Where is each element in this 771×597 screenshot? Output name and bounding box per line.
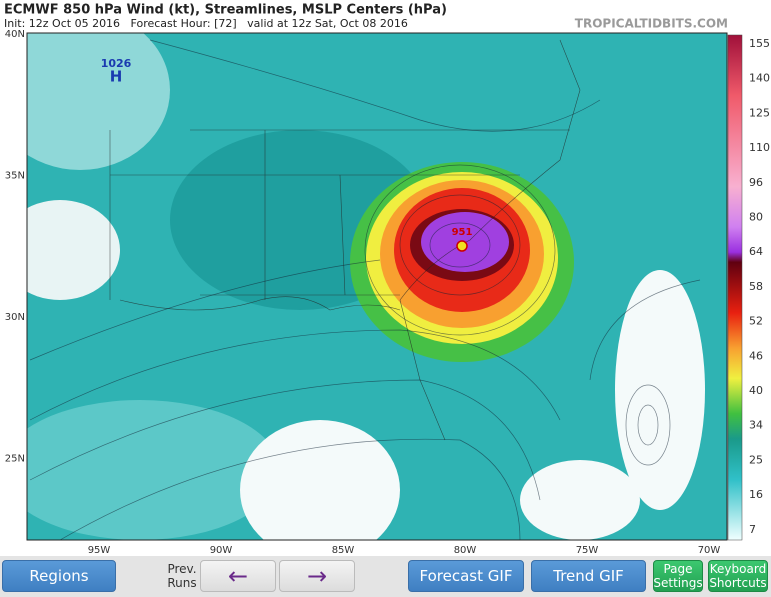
lat-label: 25N (5, 454, 25, 465)
colorbar-label: 155 (749, 37, 770, 50)
colorbar-label: 25 (749, 453, 763, 466)
colorbar-label: 64 (749, 245, 763, 258)
lon-label: 80W (454, 545, 477, 556)
forecast-gif-button[interactable]: Forecast GIF (408, 560, 524, 592)
page-settings-button[interactable]: Page Settings (653, 560, 703, 592)
colorbar-label: 40 (749, 384, 763, 397)
lon-label: 90W (210, 545, 233, 556)
watermark: TROPICALTIDBITS.COM (575, 17, 728, 31)
subtitle: Init: 12z Oct 05 2016 Forecast Hour: [72… (4, 17, 408, 30)
colorbar-label: 46 (749, 349, 763, 362)
lat-label: 30N (5, 312, 25, 323)
colorbar-label: 34 (749, 419, 763, 432)
colorbar-label: 7 (749, 523, 756, 536)
lat-labels: 40N 35N 30N 25N (5, 29, 25, 465)
trend-gif-button[interactable]: Trend GIF (531, 560, 646, 592)
button-bar: Regions Prev. Runs ← → Forecast GIF Tren… (0, 556, 771, 597)
high-pressure: 1026 (101, 57, 132, 70)
lon-labels: 95W 90W 85W 80W 75W 70W (88, 545, 721, 556)
low-pressure: 951 (452, 227, 473, 238)
colorbar-label: 52 (749, 315, 763, 328)
colorbar-label: 58 (749, 280, 763, 293)
colorbar-label: 80 (749, 211, 763, 224)
colorbar-label: 125 (749, 106, 770, 119)
colorbar-labels: 155 140 125 110 96 80 64 58 52 46 40 34 25 16 7 (749, 37, 770, 536)
title: ECMWF 850 hPa Wind (kt), Streamlines, MS… (4, 3, 447, 18)
colorbar-label: 110 (749, 141, 770, 154)
colorbar-label: 96 (749, 176, 763, 189)
lat-label: 35N (5, 171, 25, 182)
colorbar-label: 16 (749, 488, 763, 501)
lon-label: 75W (576, 545, 599, 556)
colorbar-label: 140 (749, 72, 770, 85)
map-figure: ECMWF 850 hPa Wind (kt), Streamlines, MS… (4, 3, 770, 557)
lon-label: 95W (88, 545, 111, 556)
lat-label: 40N (5, 29, 25, 40)
high-symbol: H (110, 68, 123, 86)
lon-label: 70W (698, 545, 721, 556)
next-button[interactable]: → (279, 560, 355, 592)
prev-button[interactable]: ← (200, 560, 276, 592)
prev-runs-label: Prev. Runs (167, 562, 197, 590)
map-area: 1026 H 951 (27, 33, 727, 540)
lon-label: 85W (332, 545, 355, 556)
keyboard-shortcuts-button[interactable]: Keyboard Shortcuts (708, 560, 768, 592)
regions-button[interactable]: Regions (2, 560, 116, 592)
